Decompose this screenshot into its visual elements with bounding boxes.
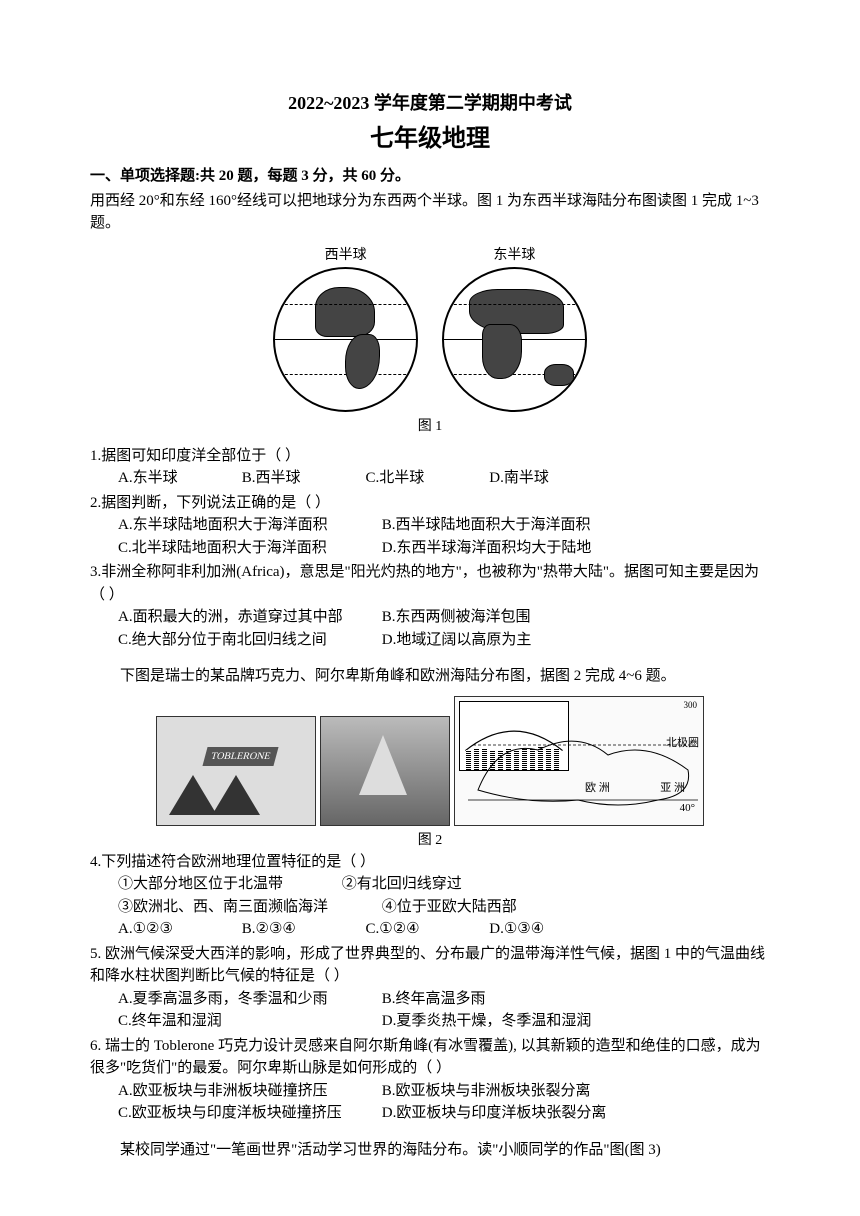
section-3-intro: 某校同学通过"一笔画世界"活动学习世界的海陆分布。读"小顺同学的作品"图(图 3… [90, 1139, 770, 1162]
q2-opt-a: A.东半球陆地面积大于海洋面积 [118, 514, 378, 537]
q6-opt-a: A.欧亚板块与非洲板块碰撞挤压 [118, 1080, 378, 1103]
q1-opt-d: D.南半球 [489, 467, 609, 490]
section-2-intro: 下图是瑞士的某品牌巧克力、阿尔卑斯角峰和欧洲海陆分布图，据图 2 完成 4~6 … [90, 665, 770, 688]
europe-map-icon [458, 700, 703, 825]
q1-opt-c: C.北半球 [366, 467, 486, 490]
question-2-options: A.东半球陆地面积大于海洋面积 B.西半球陆地面积大于海洋面积 C.北半球陆地面… [90, 514, 770, 559]
q6-opt-d: D.欧亚板块与印度洋板块张裂分离 [382, 1102, 642, 1125]
yright-300: 300 [684, 700, 698, 710]
question-3: 3.非洲全称阿非利加洲(Africa)，意思是"阳光灼热的地方"，也被称为"热带… [90, 561, 770, 651]
question-2-stem: 2.据图判断，下列说法正确的是（ ） [90, 492, 770, 515]
q4-opt-c: C.①②④ [366, 918, 486, 941]
q1-opt-b: B.西半球 [242, 467, 362, 490]
q4-opt-a: A.①②③ [118, 918, 238, 941]
q4-opt-d: D.①③④ [489, 918, 609, 941]
west-hemisphere-label: 西半球 [263, 245, 428, 266]
map-label-40: 40° [680, 800, 695, 817]
question-3-stem: 3.非洲全称阿非利加洲(Africa)，意思是"阳光灼热的地方"，也被称为"热带… [90, 561, 770, 606]
q5-opt-b: B.终年高温多雨 [382, 988, 642, 1011]
q6-opt-b: B.欧亚板块与非洲板块张裂分离 [382, 1080, 642, 1103]
q4-item2: ②有北回归线穿过 [342, 876, 462, 892]
question-4-options: A.①②③ B.②③④ C.①②④ D.①③④ [90, 918, 770, 941]
figure-2: TOBLERONE 300 欧 [90, 696, 770, 826]
east-hemisphere-globe [442, 267, 587, 412]
mountain-photo [320, 716, 450, 826]
toblerone-label: TOBLERONE [202, 747, 278, 766]
map-label-europe: 欧 洲 [585, 780, 610, 797]
q1-opt-a: A.东半球 [118, 467, 238, 490]
q4-item3: ③欧洲北、西、南三面濒临海洋 [118, 896, 378, 919]
question-5-stem: 5. 欧洲气候深受大西洋的影响，形成了世界典型的、分布最广的温带海洋性气候，据图… [90, 943, 770, 988]
question-4: 4.下列描述符合欧洲地理位置特征的是（ ） ①大部分地区位于北温带 ②有北回归线… [90, 851, 770, 941]
map-label-arctic: 北极圈 [666, 735, 699, 752]
question-2: 2.据图判断，下列说法正确的是（ ） A.东半球陆地面积大于海洋面积 B.西半球… [90, 492, 770, 560]
q3-opt-b: B.东西两侧被海洋包围 [382, 606, 642, 629]
q3-opt-a: A.面积最大的洲，赤道穿过其中部 [118, 606, 378, 629]
question-6: 6. 瑞士的 Toblerone 巧克力设计灵感来自阿尔斯角峰(有冰雪覆盖), … [90, 1035, 770, 1125]
question-1: 1.据图可知印度洋全部位于（ ） A.东半球 B.西半球 C.北半球 D.南半球 [90, 445, 770, 490]
question-5-options: A.夏季高温多雨，冬季温和少雨 B.终年高温多雨 C.终年温和湿润 D.夏季炎热… [90, 988, 770, 1033]
section-1-header: 一、单项选择题:共 20 题，每题 3 分，共 60 分。 [90, 165, 770, 188]
q5-opt-a: A.夏季高温多雨，冬季温和少雨 [118, 988, 378, 1011]
question-1-stem: 1.据图可知印度洋全部位于（ ） [90, 445, 770, 468]
question-4-stem: 4.下列描述符合欧洲地理位置特征的是（ ） [90, 851, 770, 874]
toblerone-photo: TOBLERONE [156, 716, 316, 826]
q6-opt-c: C.欧亚板块与印度洋板块碰撞挤压 [118, 1102, 378, 1125]
climate-and-map: 300 欧 洲 亚 洲 北极圈 40° [454, 696, 704, 826]
q2-opt-d: D.东西半球海洋面积均大于陆地 [382, 537, 642, 560]
q4-opt-b: B.②③④ [242, 918, 362, 941]
east-hemisphere-label: 东半球 [432, 245, 597, 266]
q4-item1: ①大部分地区位于北温带 [118, 873, 338, 896]
q2-opt-c: C.北半球陆地面积大于海洋面积 [118, 537, 378, 560]
question-3-options: A.面积最大的洲，赤道穿过其中部 B.东西两侧被海洋包围 C.绝大部分位于南北回… [90, 606, 770, 651]
q5-opt-c: C.终年温和湿润 [118, 1010, 378, 1033]
q5-opt-d: D.夏季炎热干燥，冬季温和湿润 [382, 1010, 642, 1033]
west-hemisphere-globe [273, 267, 418, 412]
q3-opt-d: D.地域辽阔以高原为主 [382, 629, 642, 652]
question-6-stem: 6. 瑞士的 Toblerone 巧克力设计灵感来自阿尔斯角峰(有冰雪覆盖), … [90, 1035, 770, 1080]
section-1-intro: 用西经 20°和东经 160°经线可以把地球分为东西两个半球。图 1 为东西半球… [90, 190, 770, 235]
figure-1-caption: 图 1 [90, 416, 770, 437]
q2-opt-b: B.西半球陆地面积大于海洋面积 [382, 514, 642, 537]
exam-year-title: 2022~2023 学年度第二学期期中考试 [90, 90, 770, 117]
question-1-options: A.东半球 B.西半球 C.北半球 D.南半球 [90, 467, 770, 490]
exam-subject-title: 七年级地理 [90, 121, 770, 157]
figure-1: 西半球 东半球 图 1 [90, 243, 770, 437]
q3-opt-c: C.绝大部分位于南北回归线之间 [118, 629, 378, 652]
question-6-options: A.欧亚板块与非洲板块碰撞挤压 B.欧亚板块与非洲板块张裂分离 C.欧亚板块与印… [90, 1080, 770, 1125]
figure-2-caption: 图 2 [90, 830, 770, 851]
map-label-asia: 亚 洲 [660, 780, 685, 797]
question-5: 5. 欧洲气候深受大西洋的影响，形成了世界典型的、分布最广的温带海洋性气候，据图… [90, 943, 770, 1033]
question-4-items: ①大部分地区位于北温带 ②有北回归线穿过 ③欧洲北、西、南三面濒临海洋 ④位于亚… [90, 873, 770, 918]
q4-item4: ④位于亚欧大陆西部 [382, 899, 517, 915]
